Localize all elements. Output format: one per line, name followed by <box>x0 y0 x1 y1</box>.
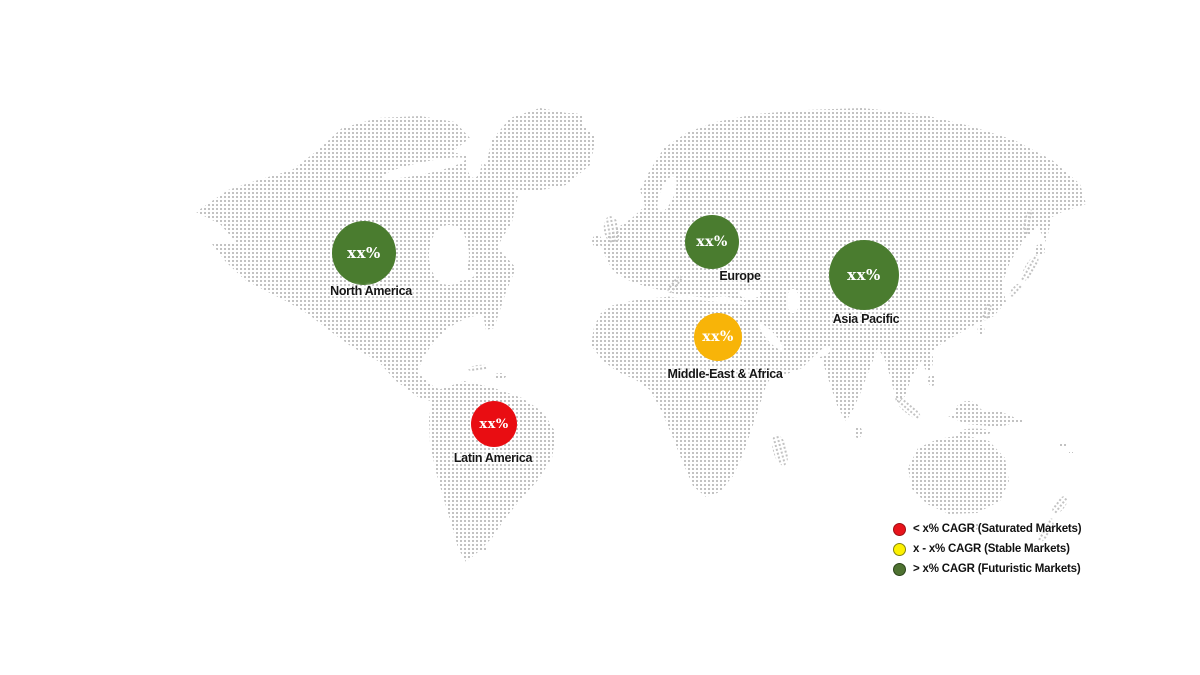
region-greece <box>699 285 709 297</box>
legend: < x% CAGR (Saturated Markets) x - x% CAGR… <box>893 522 1082 583</box>
legend-dot-icon <box>893 543 906 556</box>
legend-label: > x% CAGR (Futuristic Markets) <box>913 562 1081 575</box>
legend-item-1: x - x% CAGR (Stable Markets) <box>893 543 1081 556</box>
island-honshu <box>1021 254 1039 282</box>
bubble-north-america: xx% <box>332 221 396 285</box>
legend-dot-icon <box>893 563 906 576</box>
bubble-latin-america: xx% <box>471 401 517 447</box>
island-vanuatu <box>1069 450 1073 453</box>
region-label-europe: Europe <box>719 269 761 283</box>
legend-dot-icon <box>893 523 906 536</box>
island-greenland <box>484 108 596 192</box>
island-sumatra <box>895 397 921 419</box>
bubble-value: xx% <box>702 329 734 345</box>
great-lakes <box>454 271 476 281</box>
island-cuba <box>468 364 488 372</box>
bubble-asia-pacific: xx% <box>829 240 899 310</box>
black-sea <box>739 289 761 299</box>
region-label-latin-america: Latin America <box>453 451 533 465</box>
persian-gulf <box>816 347 832 357</box>
island-sakhalin <box>1023 209 1033 235</box>
island-madagascar <box>772 434 788 466</box>
hudson-bay <box>429 225 469 285</box>
island-philippines-south <box>928 374 936 386</box>
island-kyushu <box>1009 283 1023 297</box>
island-philippines-north <box>923 349 933 371</box>
region-label-north-america: North America <box>330 284 412 298</box>
legend-item-0: < x% CAGR (Saturated Markets) <box>893 522 1082 536</box>
island-sri-lanka <box>854 426 862 438</box>
bubble-europe: xx% <box>685 215 739 269</box>
island-ireland <box>592 235 602 247</box>
peninsula-italy <box>667 274 683 294</box>
continent-south-america <box>429 381 556 562</box>
island-hispaniola <box>494 373 506 379</box>
island-iceland <box>560 113 584 125</box>
continent-africa <box>591 297 795 497</box>
island-new-guinea <box>948 409 1020 427</box>
island-taiwan <box>977 325 985 335</box>
bubble-middle-east-africa: xx% <box>694 313 742 361</box>
caspian-sea <box>786 289 800 313</box>
baffin-bay <box>466 138 482 178</box>
landmasses <box>196 108 1086 562</box>
island-new-zealand-south <box>1038 518 1054 542</box>
legend-label: < x% CAGR (Saturated Markets) <box>913 522 1082 535</box>
island-falklands <box>478 547 486 550</box>
red-sea <box>759 324 783 350</box>
water-cutouts <box>382 138 832 357</box>
island-fiji <box>1060 443 1066 446</box>
region-label-middle-east-africa: Middle-East & Africa <box>667 367 783 381</box>
peninsula-korea <box>982 303 992 321</box>
island-tasmania <box>969 521 979 531</box>
bubble-value: xx% <box>347 244 381 262</box>
peninsula-kamchatka <box>1032 194 1052 242</box>
island-hokkaido <box>1035 244 1045 256</box>
bubble-value: xx% <box>479 416 509 432</box>
bubble-value: xx% <box>847 266 881 284</box>
baltic-sea <box>657 176 677 212</box>
continent-australia <box>908 435 1009 514</box>
island-java <box>959 428 991 436</box>
arctic-channel <box>382 157 466 179</box>
region-label-asia-pacific: Asia Pacific <box>832 312 900 326</box>
island-new-zealand-north <box>1052 495 1068 515</box>
legend-label: x - x% CAGR (Stable Markets) <box>913 542 1070 555</box>
bubble-value: xx% <box>696 234 728 250</box>
legend-item-2: > x% CAGR (Futuristic Markets) <box>893 563 1081 576</box>
